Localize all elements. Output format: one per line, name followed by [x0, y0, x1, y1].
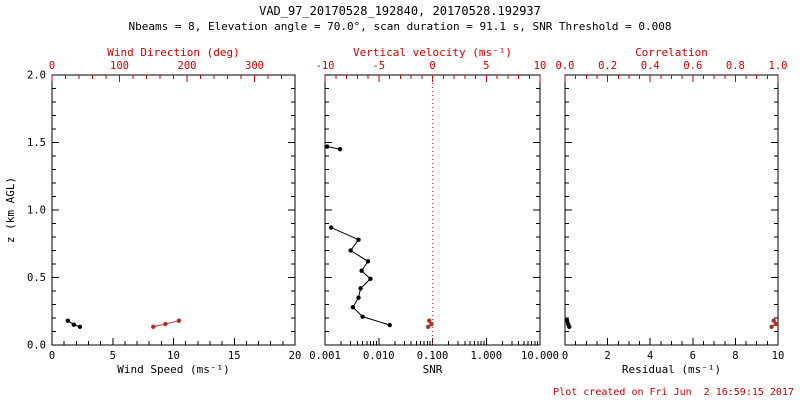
tick-label: 300	[245, 60, 264, 72]
series-wind-direction	[151, 318, 182, 329]
tick-label: 0.6	[683, 60, 702, 72]
panel-wind: 0 5 10 15 20 Wind Speed (ms⁻¹) 0 100 200 300 Wind …	[4, 46, 301, 376]
tick-label: 10	[167, 350, 180, 362]
y-axis-label: z (km AGL)	[4, 177, 17, 243]
y-axis: 0.0 0.5 1.0 1.5 2.0 z (km AGL)	[4, 70, 295, 352]
tick-label: 15	[228, 350, 241, 362]
tick-label: 0	[429, 60, 435, 72]
bottom-axis: 0 2 4 6 8 10 Residual (ms⁻¹)	[562, 338, 784, 376]
tick-label: 10	[772, 350, 785, 362]
tick-label: -5	[372, 60, 385, 72]
bottom-axis-label: Wind Speed (ms⁻¹)	[117, 363, 230, 376]
plot-box	[51, 74, 296, 346]
tick-label: 100	[110, 60, 129, 72]
bottom-axis: 0.001 0.010 0.100 1.000 10.000 SNR	[309, 338, 559, 376]
top-axis-label: Correlation	[635, 46, 708, 59]
tick-label: 20	[289, 350, 302, 362]
series-residual	[564, 318, 572, 329]
y-axis	[325, 74, 540, 346]
tick-label: 2.0	[27, 70, 46, 82]
tick-label: 0.2	[598, 60, 617, 72]
tick-label: 0.4	[641, 60, 660, 72]
y-axis	[565, 74, 778, 346]
tick-label: 200	[178, 60, 197, 72]
series-snr	[325, 144, 392, 328]
tick-label: 5	[483, 60, 489, 72]
tick-label: 0.001	[309, 350, 341, 362]
bottom-axis: 0 5 10 15 20 Wind Speed (ms⁻¹)	[49, 338, 301, 376]
top-axis: 0.0 0.2 0.4 0.6 0.8 1.0 Correlation	[556, 46, 788, 82]
tick-label: 1.0	[27, 205, 46, 217]
series-correlation	[769, 318, 779, 329]
top-axis-label: Vertical velocity (ms⁻¹)	[353, 46, 512, 59]
tick-label: 1.5	[27, 137, 46, 149]
tick-label: 0.0	[556, 60, 575, 72]
top-axis: 0 100 200 300 Wind Direction (deg)	[49, 46, 282, 82]
plot-subtitle: Nbeams = 8, Elevation angle = 70.0°, sca…	[128, 20, 672, 33]
tick-label: 0.0	[27, 340, 46, 352]
tick-label: 2	[604, 350, 610, 362]
top-axis-label: Wind Direction (deg)	[107, 46, 239, 59]
tick-label: 0	[562, 350, 568, 362]
tick-label: 6	[690, 350, 696, 362]
plot-title: VAD_97_20170528_192840, 20170528.192937	[259, 4, 541, 18]
tick-label: -10	[316, 60, 335, 72]
panel-snr: 0.001 0.010 0.100 1.000 10.000 SNR -10 -5 0 5 10 Ve…	[309, 46, 559, 376]
tick-label: 4	[647, 350, 653, 362]
tick-label: 8	[732, 350, 738, 362]
panel-residual: 0 2 4 6 8 10 Residual (ms⁻¹) 0.0 0.2 0.4 0.6 0.8 1.0…	[556, 46, 788, 376]
tick-label: 1.000	[470, 350, 502, 362]
series-vertical-velocity	[426, 318, 434, 329]
tick-label: 1.0	[769, 60, 788, 72]
series-wind-speed	[65, 318, 83, 329]
plot-box	[564, 74, 779, 346]
tick-label: 0.010	[363, 350, 395, 362]
tick-label: 5	[110, 350, 116, 362]
tick-label: 10.000	[521, 350, 559, 362]
tick-label: 0.100	[417, 350, 449, 362]
bottom-axis-label: SNR	[423, 363, 443, 376]
tick-label: 0.8	[726, 60, 745, 72]
top-axis: -10 -5 0 5 10 Vertical velocity (ms⁻¹)	[316, 46, 547, 82]
tick-label: 0	[49, 350, 55, 362]
plot-created-timestamp: Plot created on Fri Jun 2 16:59:15 2017	[553, 387, 794, 398]
tick-label: 0.5	[27, 272, 46, 284]
bottom-axis-label: Residual (ms⁻¹)	[622, 363, 721, 376]
tick-label: 10	[534, 60, 547, 72]
tick-label: 0	[49, 60, 55, 72]
